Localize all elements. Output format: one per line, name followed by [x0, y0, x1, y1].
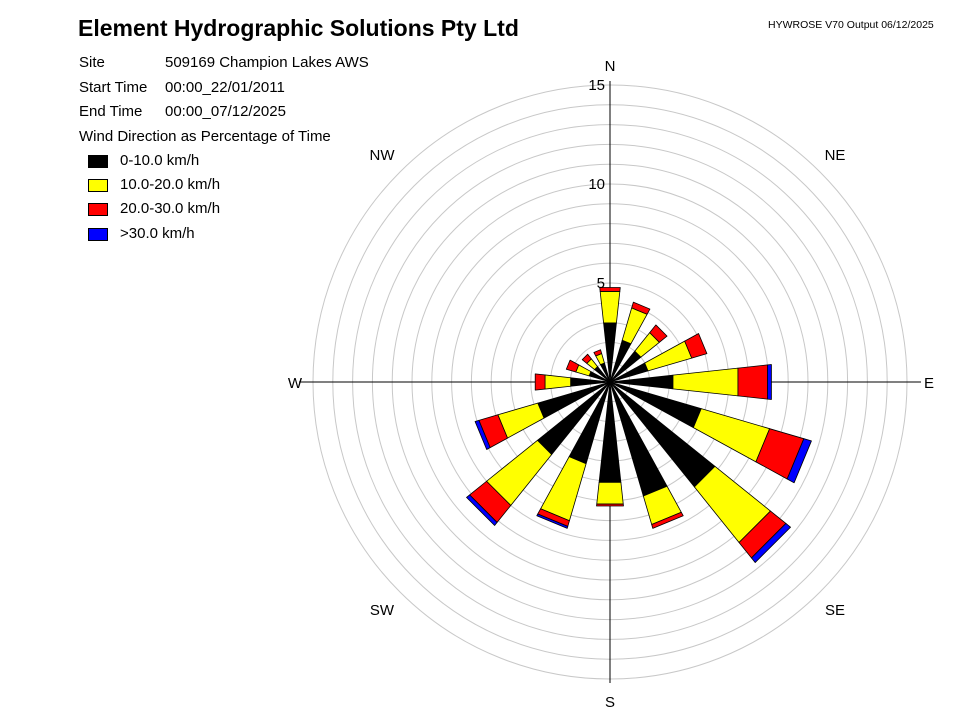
rose-petal-segment	[540, 456, 587, 522]
rose-petal-segment	[621, 307, 648, 345]
end-time-label: End Time	[79, 103, 143, 120]
rose-petal-segment	[593, 349, 603, 357]
end-time-value: 00:00_07/12/2025	[165, 103, 286, 120]
rose-petal-segment	[684, 333, 708, 359]
site-value: 509169 Champion Lakes AWS	[165, 54, 369, 71]
rose-petal-segment	[596, 481, 624, 505]
rose-petal-segment	[651, 511, 684, 529]
legend-swatch	[88, 155, 108, 168]
rose-petal-segment	[751, 523, 791, 563]
rose-petal-segment	[565, 359, 580, 373]
rose-petal-segment	[466, 494, 498, 526]
direction-label-sw: SW	[370, 602, 395, 619]
direction-label-s: S	[605, 694, 615, 711]
radial-tick-label: 15	[588, 77, 605, 94]
rose-petal-segment	[534, 373, 546, 391]
rose-petal-segment	[737, 364, 768, 400]
rose-petal-segment	[544, 374, 572, 390]
start-time-row: Start Time 00:00_22/01/2011	[79, 79, 285, 96]
legend-label: 10.0-20.0 km/h	[120, 176, 221, 193]
radial-tick-label: 5	[597, 275, 605, 292]
site-label: Site	[79, 54, 105, 71]
direction-label-e: E	[924, 375, 934, 392]
end-time-row: End Time 00:00_07/12/2025	[79, 103, 286, 120]
start-time-label: Start Time	[79, 79, 148, 96]
rose-petal-segment	[474, 419, 491, 450]
direction-label-n: N	[605, 58, 616, 75]
rose-petal-segment	[581, 353, 592, 364]
chart-subtitle: Wind Direction as Percentage of Time	[79, 128, 331, 145]
rose-petal-segment	[599, 291, 621, 324]
direction-label-nw: NW	[370, 147, 396, 164]
radial-tick-label: 10	[588, 176, 605, 193]
rose-petal-segment	[536, 513, 569, 529]
version-output-label: HYWROSE V70 Output 06/12/2025	[768, 19, 934, 31]
legend-label: >30.0 km/h	[120, 225, 195, 242]
legend-swatch	[88, 203, 108, 216]
rose-petal-segment	[649, 324, 668, 343]
rose-petal-segment	[596, 503, 624, 507]
direction-label-ne: NE	[825, 147, 846, 164]
legend-label: 0-10.0 km/h	[120, 152, 200, 169]
rose-petal-segment	[631, 301, 651, 315]
legend-swatch	[88, 228, 108, 241]
site-row: Site 509169 Champion Lakes AWS	[79, 54, 369, 71]
legend-label: 20.0-30.0 km/h	[120, 200, 221, 217]
start-time-value: 00:00_22/01/2011	[165, 79, 285, 96]
rose-petal-segment	[672, 367, 739, 397]
rose-petal-segment	[786, 438, 812, 484]
page-title: Element Hydrographic Solutions Pty Ltd	[78, 15, 519, 41]
rose-petal-segment	[599, 287, 621, 292]
legend-swatch	[88, 179, 108, 192]
rose-petal-segment	[767, 364, 772, 400]
direction-label-w: W	[288, 375, 303, 392]
direction-label-se: SE	[825, 602, 845, 619]
